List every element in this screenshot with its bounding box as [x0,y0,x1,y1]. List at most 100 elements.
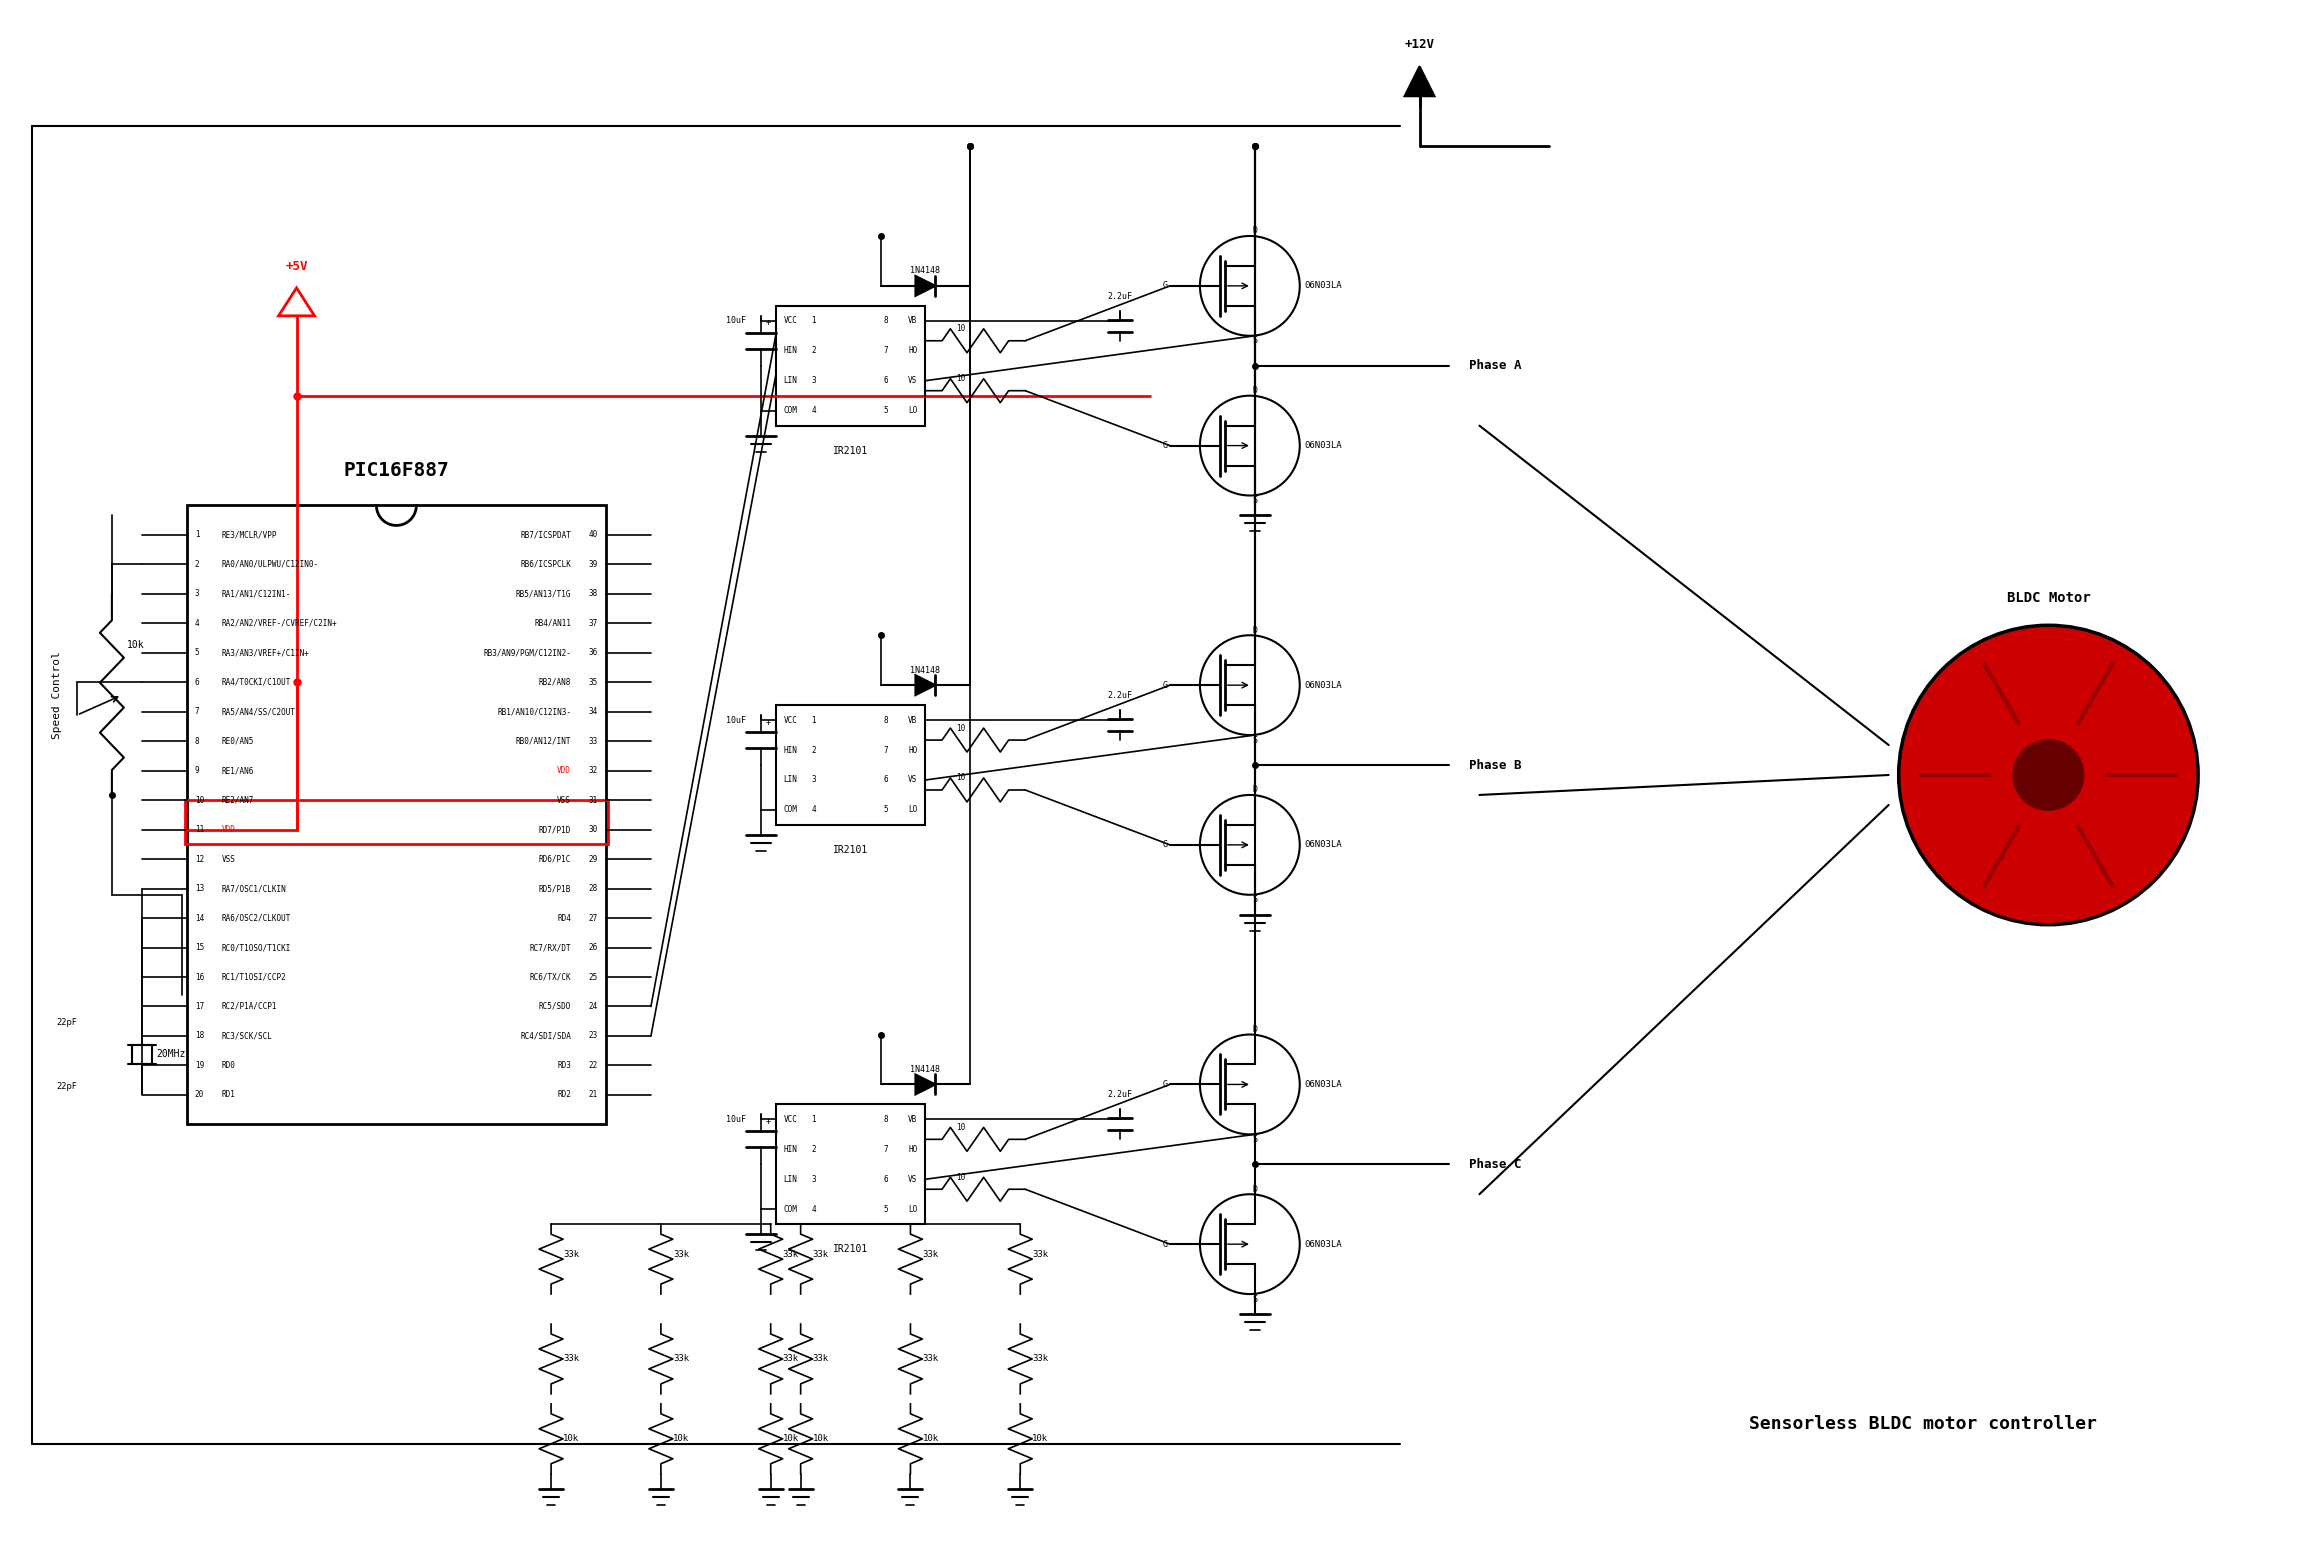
Text: BLDC Motor: BLDC Motor [2007,592,2090,606]
Text: 6: 6 [884,375,889,385]
Text: 39: 39 [589,559,599,569]
Text: HIN: HIN [784,346,798,355]
Circle shape [1898,626,2197,925]
Text: +5V: +5V [285,260,309,273]
Text: 10k: 10k [673,1434,689,1443]
Text: RC4/SDI/SDA: RC4/SDI/SDA [520,1032,571,1040]
Text: VSS: VSS [223,854,237,864]
Text: VDD: VDD [223,825,237,834]
Text: 2: 2 [812,346,817,355]
Text: 10: 10 [956,1123,965,1132]
Text: RD1: RD1 [223,1091,237,1100]
Text: 38: 38 [589,589,599,598]
Text: 33k: 33k [1032,1250,1049,1259]
Text: 7: 7 [884,346,889,355]
Text: 33k: 33k [673,1250,689,1259]
Text: RD2: RD2 [557,1091,571,1100]
Text: 06N03LA: 06N03LA [1304,840,1343,850]
Text: 1: 1 [812,715,817,725]
Text: 13: 13 [195,884,204,893]
Text: 35: 35 [589,678,599,688]
Text: 8: 8 [195,737,200,746]
Text: RA1/AN1/C12IN1-: RA1/AN1/C12IN1- [223,589,290,598]
Text: VDD: VDD [557,766,571,776]
Text: LIN: LIN [784,375,798,385]
Text: LO: LO [907,805,916,814]
Text: HO: HO [907,346,916,355]
Text: 10k: 10k [812,1434,828,1443]
Text: 10uF: 10uF [726,715,745,725]
Text: VB: VB [907,1115,916,1123]
Bar [186,505,606,1125]
Text: 19: 19 [195,1061,204,1071]
Text: Phase A: Phase A [1469,360,1522,372]
Text: 34: 34 [589,708,599,717]
Text: 2: 2 [195,559,200,569]
Text: RE1/AN6: RE1/AN6 [223,766,255,776]
Text: VS: VS [907,1174,916,1183]
Text: 2: 2 [812,1145,817,1154]
Text: RC7/RX/DT: RC7/RX/DT [529,942,571,952]
Text: 2.2uF: 2.2uF [1107,691,1132,700]
Bar [775,1105,926,1224]
Text: 18: 18 [195,1032,204,1040]
Text: LO: LO [907,406,916,416]
Text: IR2101: IR2101 [833,845,868,854]
Text: D: D [1253,227,1257,235]
Text: 1: 1 [195,530,200,539]
Text: LIN: LIN [784,1174,798,1183]
Text: 24: 24 [589,1003,599,1010]
Text: 9: 9 [195,766,200,776]
Text: VSS: VSS [557,796,571,805]
Text: IR2101: IR2101 [833,445,868,456]
Text: 4: 4 [812,1205,817,1214]
Text: 26: 26 [589,942,599,952]
Text: 40: 40 [589,530,599,539]
Text: 1N4148: 1N4148 [909,1065,940,1074]
Text: 3: 3 [195,589,200,598]
Text: Speed Control: Speed Control [51,652,63,739]
Text: 6: 6 [884,1174,889,1183]
Text: Phase C: Phase C [1469,1157,1522,1171]
Text: 7: 7 [884,1145,889,1154]
Text: 32: 32 [589,766,599,776]
Text: RD5/P1B: RD5/P1B [538,884,571,893]
Text: RB2/AN8: RB2/AN8 [538,678,571,688]
Text: RC2/P1A/CCP1: RC2/P1A/CCP1 [223,1003,276,1010]
Text: IR2101: IR2101 [833,1244,868,1255]
Text: 2.2uF: 2.2uF [1107,292,1132,301]
Text: 10k: 10k [1032,1434,1049,1443]
Text: RD0: RD0 [223,1061,237,1071]
Text: 2.2uF: 2.2uF [1107,1091,1132,1100]
Text: RA7/OSC1/CLKIN: RA7/OSC1/CLKIN [223,884,285,893]
Text: S: S [1253,1295,1257,1304]
Text: RE3/MCLR/VPP: RE3/MCLR/VPP [223,530,276,539]
Text: 06N03LA: 06N03LA [1304,1239,1343,1248]
Text: COM: COM [784,1205,798,1214]
Text: 16: 16 [195,972,204,981]
Text: RA0/AN0/ULPWU/C12IN0-: RA0/AN0/ULPWU/C12IN0- [223,559,318,569]
Text: 21: 21 [589,1091,599,1100]
Text: LO: LO [907,1205,916,1214]
Text: RA3/AN3/VREF+/C1IN+: RA3/AN3/VREF+/C1IN+ [223,649,309,657]
Text: RB3/AN9/PGM/C12IN2-: RB3/AN9/PGM/C12IN2- [483,649,571,657]
Text: RA6/OSC2/CLKOUT: RA6/OSC2/CLKOUT [223,913,290,922]
Text: +: + [766,1117,770,1126]
Text: D: D [1253,785,1257,794]
Text: 10k: 10k [782,1434,798,1443]
Text: 10: 10 [956,374,965,383]
Text: 33: 33 [589,737,599,746]
Text: S: S [1253,895,1257,904]
Text: 3: 3 [812,1174,817,1183]
Text: COM: COM [784,805,798,814]
Text: 5: 5 [884,805,889,814]
Text: Sensorless BLDC motor controller: Sensorless BLDC motor controller [1749,1415,2097,1432]
Text: RA5/AN4/SS/C2OUT: RA5/AN4/SS/C2OUT [223,708,295,717]
Text: 33k: 33k [812,1250,828,1259]
Text: RB5/AN13/T1G: RB5/AN13/T1G [515,589,571,598]
Text: +: + [766,717,770,726]
Text: 33k: 33k [923,1355,940,1363]
Bar [186,800,608,845]
Text: 10k: 10k [923,1434,940,1443]
Text: VCC: VCC [784,317,798,326]
